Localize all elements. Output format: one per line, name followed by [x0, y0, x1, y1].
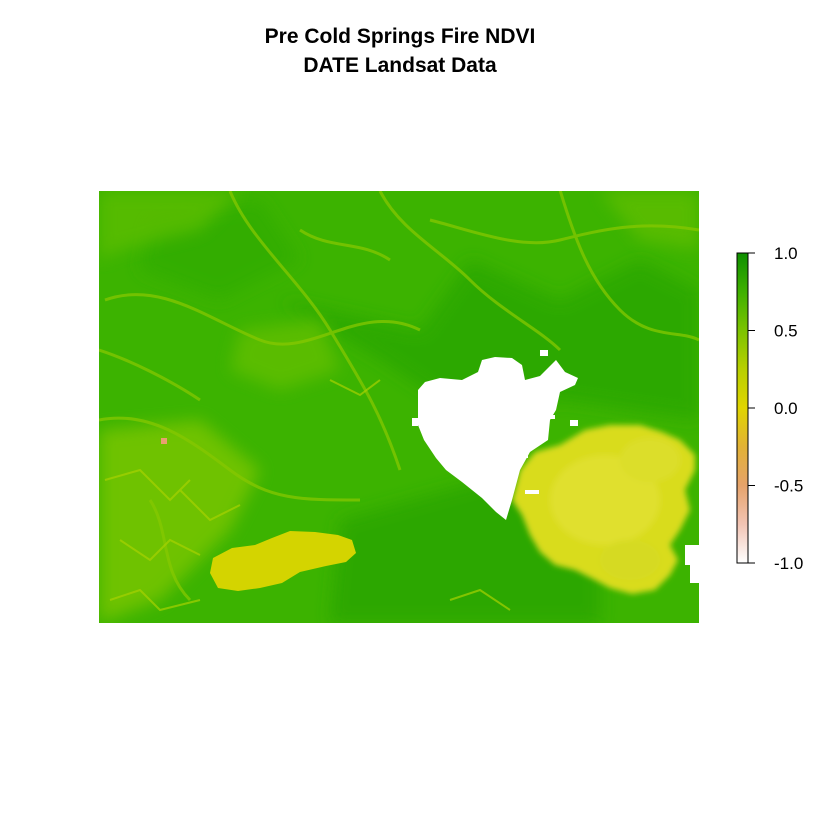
cloud-mass: [512, 425, 695, 594]
legend-colorbar: [736, 252, 749, 564]
legend-tick-label: -0.5: [774, 477, 803, 496]
ndvi-raster: [99, 191, 699, 623]
no-data-region: [418, 357, 578, 520]
no-data-fragments: [412, 350, 699, 583]
legend-tick-label: 0.5: [774, 322, 798, 341]
plot-title-line-2: DATE Landsat Data: [303, 54, 497, 77]
legend-ticks: 1.0 0.5 0.0 -0.5 -1.0: [748, 244, 803, 573]
plot-title: Pre Cold Springs Fire NDVI DATE Landsat …: [0, 22, 800, 80]
lake-polygon: [210, 531, 356, 591]
legend: 1.0 0.5 0.0 -0.5 -1.0: [736, 244, 803, 573]
plot-title-line-1: Pre Cold Springs Fire NDVI: [264, 25, 536, 48]
ridge-lines: [99, 191, 699, 602]
bare-pixel: [161, 438, 167, 444]
legend-tick-label: 0.0: [774, 399, 798, 418]
legend-tick-label: 1.0: [774, 244, 798, 263]
legend-tick-label: -1.0: [774, 554, 803, 573]
speckle-lines: [104, 379, 511, 612]
